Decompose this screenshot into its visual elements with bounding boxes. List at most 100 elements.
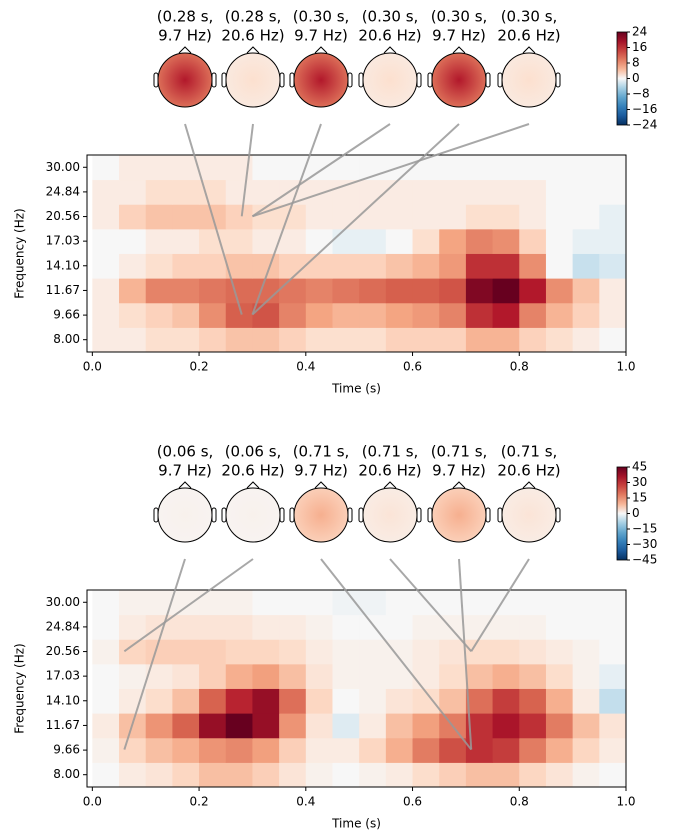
heatmap-cell <box>306 204 333 229</box>
heatmap-cell <box>252 278 279 303</box>
x-axis-label: Time (s) <box>331 382 381 396</box>
topomap-ear <box>359 508 363 522</box>
y-axis-label: Frequency (Hz) <box>13 643 27 734</box>
heatmap-cell <box>92 180 119 205</box>
heatmap-cell <box>279 278 306 303</box>
topomap-ear <box>154 73 158 87</box>
heatmap-cell <box>413 664 440 689</box>
heatmap-cell <box>386 327 413 352</box>
heatmap-cell <box>519 688 546 713</box>
topomap-label: (0.30 s, <box>501 8 558 26</box>
heatmap-cell <box>439 155 466 180</box>
heatmap-cell <box>466 253 493 278</box>
topomap <box>294 488 348 542</box>
topomap-nose <box>453 482 465 488</box>
topomap <box>502 488 556 542</box>
heatmap-cell <box>439 639 466 664</box>
heatmap-cell <box>226 180 253 205</box>
heatmap-cell <box>573 204 600 229</box>
heatmap-cell <box>359 180 386 205</box>
heatmap-cell <box>332 762 359 787</box>
topomap-label: (0.71 s, <box>362 443 419 461</box>
heatmap-cell <box>252 590 279 615</box>
heatmap-cell <box>386 639 413 664</box>
heatmap-cell <box>546 155 573 180</box>
heatmap-cell <box>573 229 600 254</box>
topomap-label: 9.7 Hz) <box>294 462 348 480</box>
heatmap-cell <box>279 762 306 787</box>
heatmap-cell <box>226 229 253 254</box>
x-tick-label: 0.0 <box>83 795 102 809</box>
heatmap-cell <box>92 713 119 738</box>
colorbar-tick-label: 0 <box>632 71 640 85</box>
heatmap-cell <box>146 253 173 278</box>
heatmap-cell <box>466 155 493 180</box>
x-tick-label: 0.8 <box>510 795 529 809</box>
heatmap-cell <box>199 253 226 278</box>
heatmap-cell <box>519 253 546 278</box>
heatmap-cell <box>306 253 333 278</box>
y-tick-label: 14.10 <box>46 258 80 272</box>
heatmap-cell <box>332 688 359 713</box>
y-tick-label: 20.56 <box>46 644 80 658</box>
heatmap-cell <box>493 664 520 689</box>
heatmap-cell <box>546 762 573 787</box>
y-tick-label: 9.66 <box>53 308 80 322</box>
heatmap-cell <box>172 664 199 689</box>
heatmap-cell <box>546 688 573 713</box>
heatmap-cell <box>359 278 386 303</box>
heatmap-cell <box>226 278 253 303</box>
heatmap-cell <box>306 738 333 763</box>
heatmap-cell <box>573 253 600 278</box>
heatmap-cell <box>493 713 520 738</box>
heatmap-cell <box>519 155 546 180</box>
heatmap-cell <box>306 688 333 713</box>
heatmap-cell <box>306 590 333 615</box>
heatmap-cell <box>599 615 626 640</box>
heatmap-cell <box>332 229 359 254</box>
heatmap-cell <box>172 688 199 713</box>
topomap <box>363 488 417 542</box>
topomap <box>158 488 212 542</box>
heatmap-cell <box>92 303 119 328</box>
heatmap-cell <box>466 204 493 229</box>
heatmap-cell <box>519 590 546 615</box>
colorbar-tick-label: −30 <box>632 537 657 551</box>
heatmap-cell <box>493 738 520 763</box>
topomap-ear <box>222 73 226 87</box>
y-tick-label: 14.10 <box>46 693 80 707</box>
topomap-label: (0.28 s, <box>225 8 282 26</box>
heatmap-cell <box>413 180 440 205</box>
heatmap-cell <box>332 639 359 664</box>
y-tick-label: 24.84 <box>46 619 80 633</box>
heatmap-cell <box>413 615 440 640</box>
topomap-ear <box>417 73 421 87</box>
heatmap-cell <box>279 738 306 763</box>
topomap-ear <box>417 508 421 522</box>
heatmap-cell <box>573 738 600 763</box>
topomap-nose <box>523 482 535 488</box>
heatmap-cell <box>439 327 466 352</box>
heatmap-cell <box>226 688 253 713</box>
heatmap-cell <box>279 688 306 713</box>
heatmap-cell <box>332 278 359 303</box>
heatmap-cell <box>359 713 386 738</box>
heatmap-cell <box>252 615 279 640</box>
heatmap-cell <box>546 713 573 738</box>
topomap-label: 20.6 Hz) <box>358 462 421 480</box>
heatmap-cell <box>573 590 600 615</box>
heatmap-cell <box>573 664 600 689</box>
topomap-nose <box>179 47 191 53</box>
topomap-label: 9.7 Hz) <box>432 462 486 480</box>
topomap-nose <box>247 47 259 53</box>
heatmap-cell <box>599 762 626 787</box>
topomap-ear <box>154 508 158 522</box>
heatmap-cell <box>493 303 520 328</box>
heatmap-cell <box>439 664 466 689</box>
heatmap-cell <box>599 278 626 303</box>
topomap-nose <box>384 482 396 488</box>
heatmap-cell <box>199 615 226 640</box>
heatmap-cell <box>599 253 626 278</box>
heatmap-cell <box>359 639 386 664</box>
colorbar-tick-label: −24 <box>632 118 657 132</box>
